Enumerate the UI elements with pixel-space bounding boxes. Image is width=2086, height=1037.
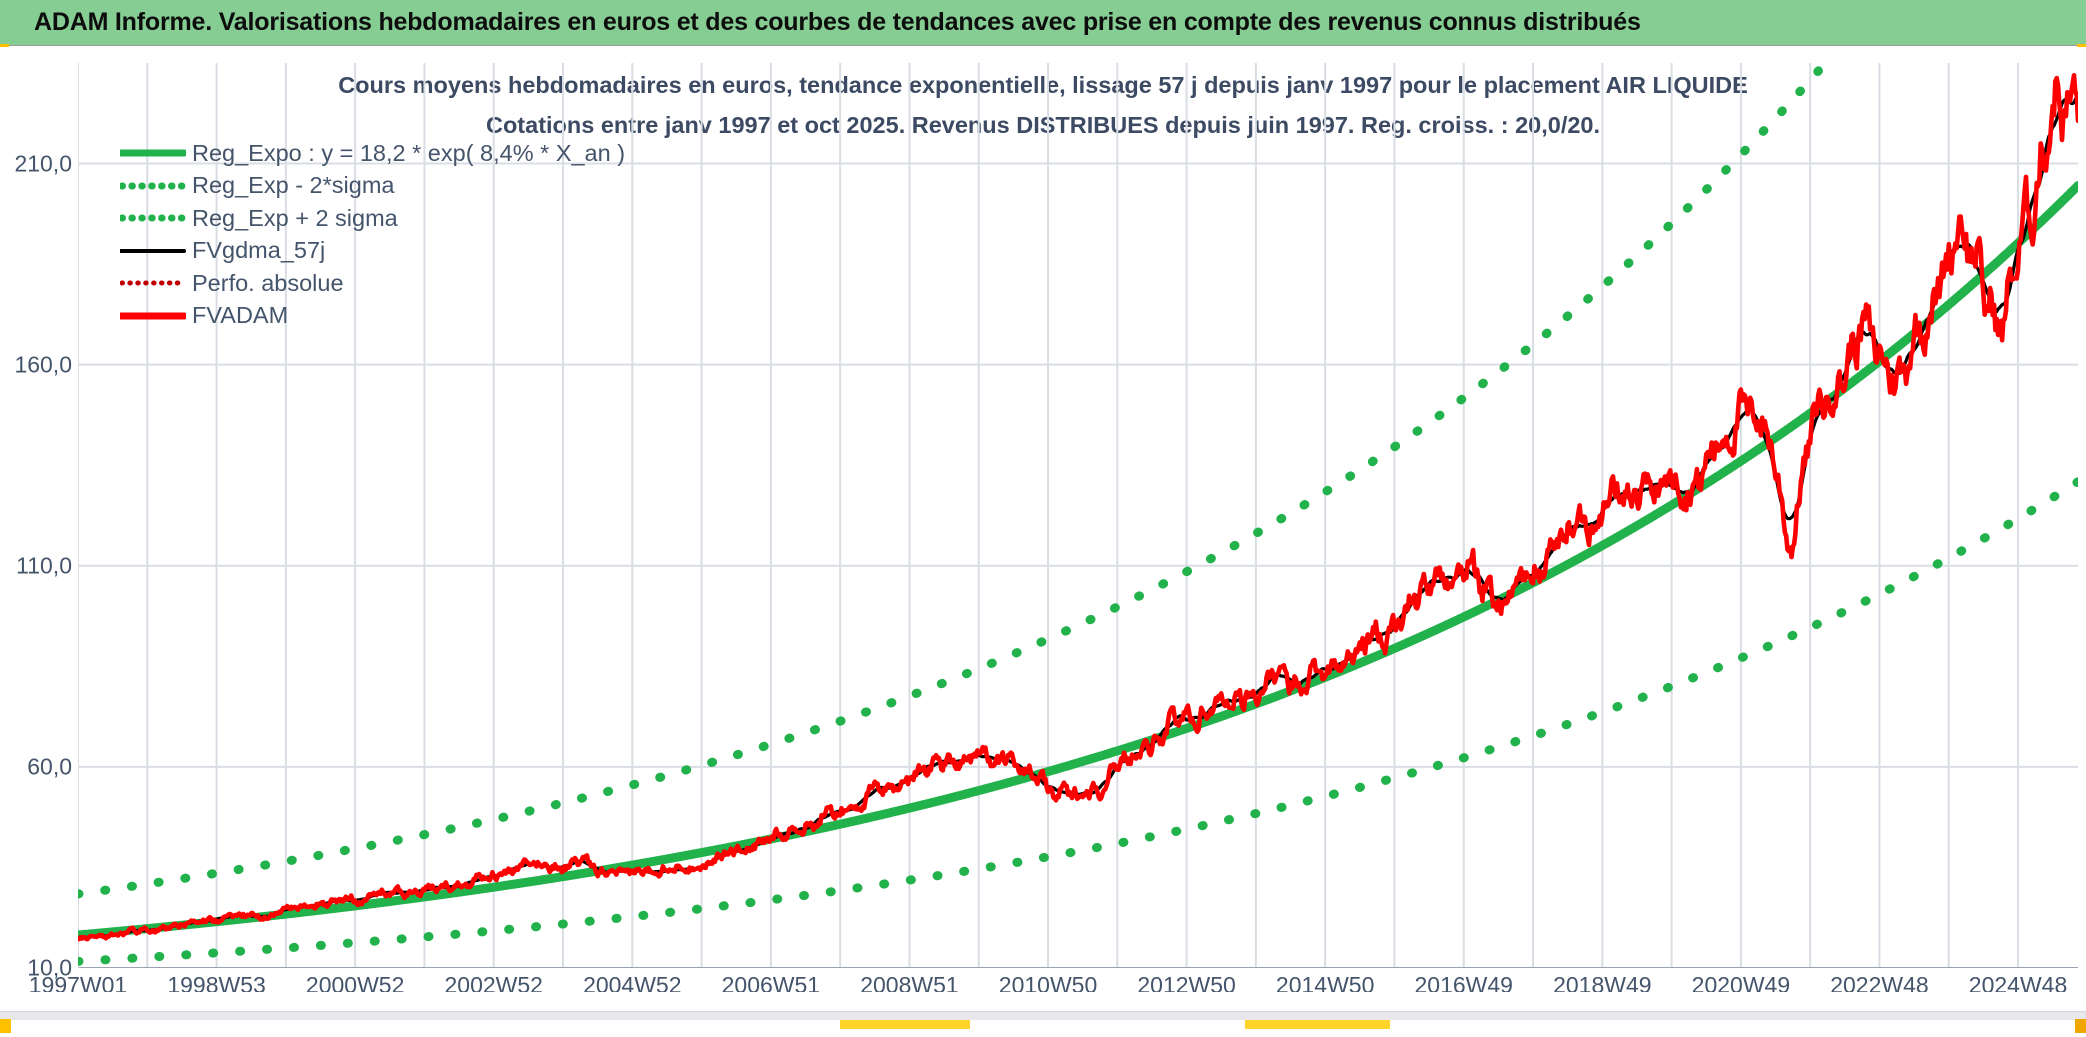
page-banner: ADAM Informe. Valorisations hebdomadaire…: [0, 0, 2086, 46]
legend-item-label: Perfo. absolue: [192, 269, 344, 296]
legend-swatch-icon: [119, 274, 187, 292]
y-axis-tick-label: 160,0: [14, 351, 72, 378]
banner-title: ADAM Informe. Valorisations hebdomadaire…: [34, 8, 1641, 36]
legend-swatch-icon: [118, 209, 188, 227]
legend-swatch-icon: [116, 144, 188, 162]
footer-tab-marker-1: [840, 1020, 970, 1029]
chart-container: Cours moyens hebdomadaires en euros, ten…: [0, 47, 2086, 998]
legend-item-label: Reg_Expo : y = 18,2 * exp( 8,4% * X_an ): [192, 139, 626, 166]
footer-divider: [0, 1011, 2086, 1020]
footer-strip: [0, 992, 2086, 1037]
data-curves: [78, 63, 2078, 966]
series-path: [78, 63, 1832, 899]
y-axis-tick-label: 110,0: [16, 552, 72, 579]
y-axis-labels: 10,0 60,0 110,0 160,0 210,0: [0, 63, 72, 980]
legend-item-label: FVgdma_57j: [192, 237, 326, 264]
grid-lines: [78, 63, 2078, 968]
plot-svg: [78, 63, 2078, 968]
legend-item-label: FVADAM: [192, 302, 289, 329]
legend-item-label: Reg_Exp + 2 sigma: [192, 204, 398, 231]
series-path: [78, 73, 2078, 942]
edge-marker-left-bottom: [0, 1019, 11, 1033]
legend-swatch-icon: [118, 242, 186, 260]
y-axis-tick-label: 210,0: [14, 150, 72, 177]
legend-swatch-icon: [116, 307, 188, 325]
legend-item[interactable]: Reg_Exp + 2 sigma: [118, 202, 625, 235]
y-axis-tick-label: 10,0: [27, 954, 72, 981]
chart-legend: Reg_Expo : y = 18,2 * exp( 8,4% * X_an )…: [116, 137, 626, 333]
legend-swatch-icon: [118, 177, 188, 195]
series-path: [78, 181, 2078, 940]
y-axis-tick-label: 60,0: [27, 753, 72, 780]
legend-item-label: Reg_Exp - 2*sigma: [192, 172, 395, 199]
footer-tab-marker-2: [1245, 1020, 1390, 1029]
series-path: [78, 477, 2078, 966]
plot-region: [78, 63, 2078, 968]
edge-marker-right-bottom: [2075, 1019, 2086, 1033]
legend-item[interactable]: Reg_Exp - 2*sigma: [118, 170, 625, 203]
legend-item[interactable]: Reg_Expo : y = 18,2 * exp( 8,4% * X_an ): [116, 137, 626, 170]
legend-item[interactable]: FVADAM: [116, 300, 625, 333]
legend-item[interactable]: FVgdma_57j: [118, 235, 625, 268]
legend-item[interactable]: Perfo. absolue: [119, 267, 625, 300]
